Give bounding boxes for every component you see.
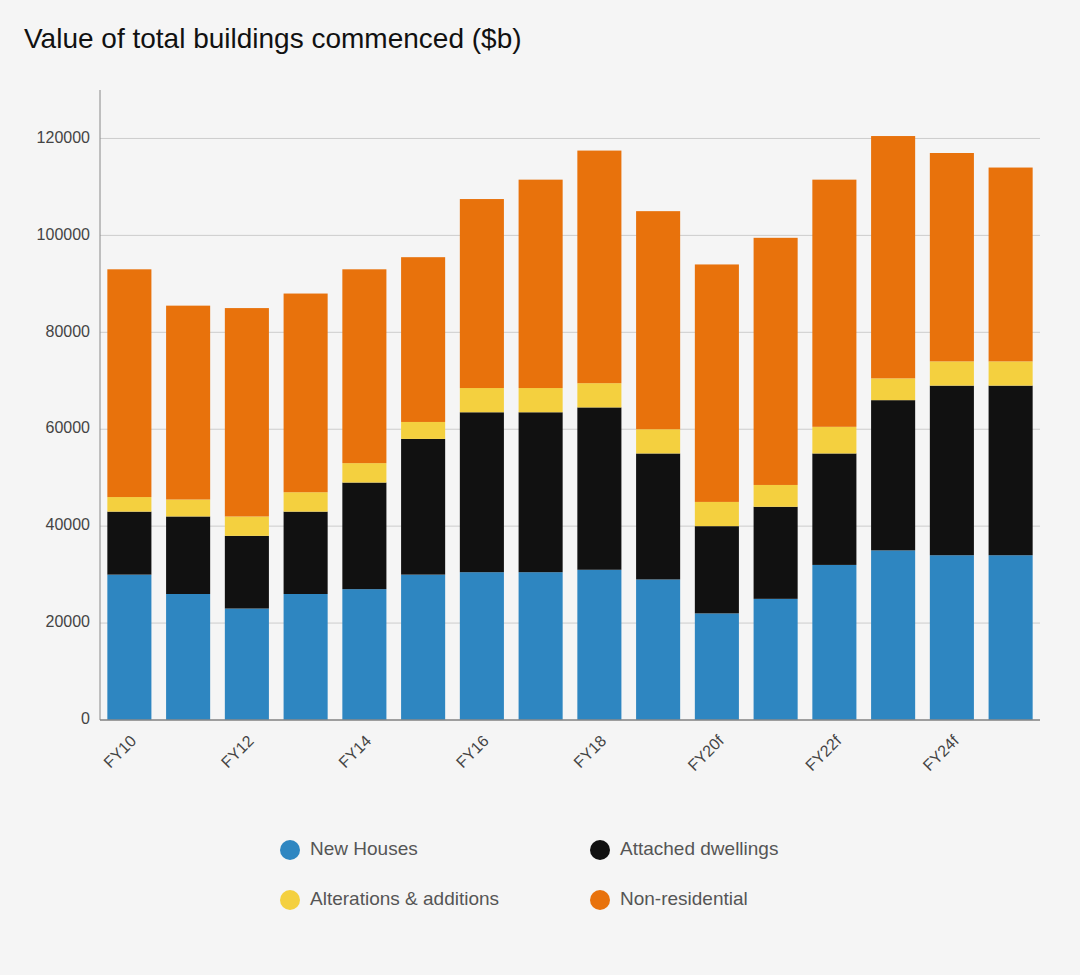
bar-segment	[107, 512, 151, 575]
bar-segment	[577, 407, 621, 569]
bar-segment	[401, 422, 445, 439]
bar-segment	[166, 594, 210, 720]
bar-segment	[812, 180, 856, 427]
bar-segment	[930, 386, 974, 556]
x-tick-label: FY12	[218, 732, 257, 771]
bar-segment	[225, 536, 269, 609]
background	[0, 0, 1080, 975]
bar-segment	[989, 555, 1033, 720]
bar-segment	[695, 526, 739, 613]
bar-segment	[107, 575, 151, 720]
bar-segment	[519, 388, 563, 412]
bar-segment	[577, 383, 621, 407]
bar-segment	[695, 502, 739, 526]
legend-swatch	[590, 890, 610, 910]
bar-segment	[284, 594, 328, 720]
bar-segment	[812, 427, 856, 454]
legend-swatch	[280, 890, 300, 910]
bar-segment	[930, 361, 974, 385]
bar-segment	[812, 453, 856, 564]
legend-label: New Houses	[310, 838, 418, 859]
bar-segment	[460, 412, 504, 572]
bar-segment	[166, 516, 210, 594]
bar-segment	[225, 308, 269, 516]
bar-segment	[754, 507, 798, 599]
y-tick-label: 60000	[46, 419, 91, 436]
x-tick-label: FY18	[570, 732, 609, 771]
bar-segment	[812, 565, 856, 720]
grid-line	[100, 720, 1040, 721]
bar-segment	[930, 153, 974, 361]
x-tick-label: FY10	[100, 732, 139, 771]
y-axis: 0 20000 40000 60000 80000 100000 120000	[37, 90, 1040, 727]
bar-segment	[871, 550, 915, 720]
bar-segment	[225, 516, 269, 535]
bar-segment	[342, 483, 386, 590]
x-tick-label: FY16	[453, 732, 492, 771]
bar-segment	[577, 151, 621, 384]
bar-segment	[754, 485, 798, 507]
y-tick-label: 120000	[37, 129, 90, 146]
bar-segment	[636, 429, 680, 453]
bar-segment	[460, 572, 504, 720]
bar-segment	[401, 575, 445, 720]
bar-segment	[754, 238, 798, 485]
bar-segment	[401, 257, 445, 422]
legend-label: Alterations & additions	[310, 888, 499, 909]
chart: Value of total buildings commenced ($b) 0…	[0, 0, 1080, 975]
x-tick-label: FY20f	[685, 732, 728, 775]
legend-swatch	[280, 840, 300, 860]
y-tick-label: 40000	[46, 516, 91, 533]
bar-segment	[225, 609, 269, 720]
y-tick-label: 20000	[46, 613, 91, 630]
bar-segment	[342, 269, 386, 463]
x-tick-label: FY24f	[920, 732, 963, 775]
legend: New Houses Attached dwellings Alterations …	[280, 838, 778, 910]
bar-segment	[636, 211, 680, 429]
bar-segment	[871, 400, 915, 550]
bar-segment	[107, 269, 151, 497]
x-axis-line	[100, 719, 1040, 721]
x-axis: FY10 FY12 FY14 FY16 FY18 FY20f FY22f FY24f	[100, 732, 962, 775]
bar-segment	[166, 306, 210, 500]
bar-segment	[519, 572, 563, 720]
bar-segment	[695, 613, 739, 720]
bar-segment	[284, 492, 328, 511]
bar-segment	[107, 497, 151, 512]
bar-segment	[460, 199, 504, 388]
bar-segment	[460, 388, 504, 412]
legend-label: Attached dwellings	[620, 838, 778, 859]
bar-segment	[930, 555, 974, 720]
x-tick-label: FY22f	[802, 732, 845, 775]
bar-segment	[636, 579, 680, 720]
legend-swatch	[590, 840, 610, 860]
bar-segment	[871, 378, 915, 400]
bar-segment	[342, 589, 386, 720]
bar-segment	[342, 463, 386, 482]
bar-segment	[989, 361, 1033, 385]
title: Value of total buildings commenced ($b)	[24, 23, 522, 54]
bar-segment	[695, 264, 739, 501]
bar-segment	[871, 136, 915, 378]
bar-segment	[519, 180, 563, 388]
bar-segment	[401, 439, 445, 575]
bars	[107, 136, 1032, 720]
x-tick-label: FY14	[335, 732, 374, 771]
bar-segment	[284, 512, 328, 594]
bar-segment	[284, 294, 328, 493]
bar-segment	[989, 386, 1033, 556]
bar-segment	[989, 168, 1033, 362]
legend-label: Non-residential	[620, 888, 748, 909]
bar-segment	[636, 453, 680, 579]
y-tick-label: 100000	[37, 226, 90, 243]
bar-segment	[754, 599, 798, 720]
bar-segment	[166, 500, 210, 517]
bar-segment	[577, 570, 621, 720]
y-tick-label: 0	[81, 710, 90, 727]
y-tick-label: 80000	[46, 323, 91, 340]
y-axis-line	[100, 90, 101, 720]
bar-segment	[519, 412, 563, 572]
